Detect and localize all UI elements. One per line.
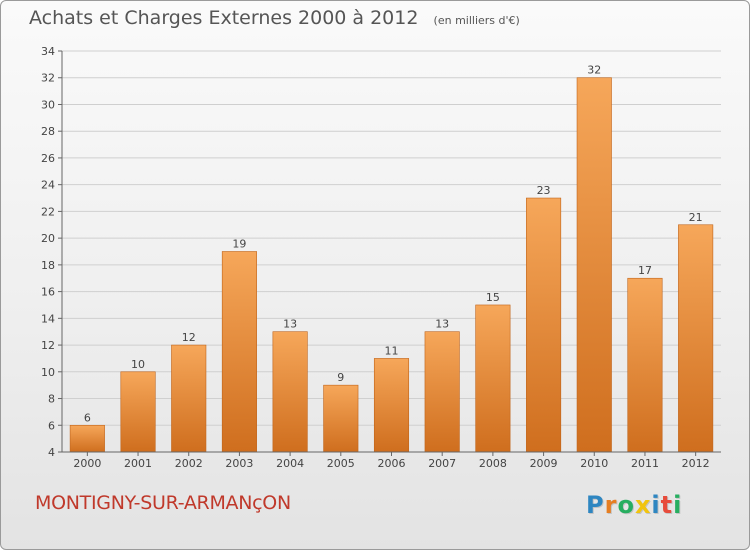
y-tick-label: 14 — [41, 312, 55, 325]
bar-2007[interactable] — [424, 331, 460, 453]
bar-2003[interactable] — [221, 251, 257, 453]
bar-2010[interactable] — [576, 77, 612, 453]
x-tick-label: 2005 — [327, 457, 355, 470]
bar-2006[interactable] — [373, 358, 410, 453]
logo-letter: i — [651, 491, 661, 519]
data-label-2000: 6 — [84, 411, 91, 424]
axes — [58, 50, 721, 456]
x-tick-label: 2001 — [124, 457, 152, 470]
data-label-2010: 32 — [587, 64, 601, 77]
logo-letter: x — [634, 491, 652, 519]
data-label-2008: 15 — [486, 291, 500, 304]
x-tick-label: 2004 — [276, 457, 304, 470]
y-tick-label: 10 — [41, 366, 55, 379]
x-tick-label: 2002 — [175, 457, 203, 470]
logo-letter: i — [673, 491, 683, 519]
proxiti-logo[interactable]: Proxiti — [586, 491, 682, 519]
y-tick-label: 16 — [41, 286, 55, 299]
bar-2012[interactable] — [678, 224, 714, 453]
logo-letter: P — [586, 491, 605, 519]
chart-header: Achats et Charges Externes 2000 à 2012 (… — [29, 7, 520, 29]
x-tick-label: 2006 — [378, 457, 406, 470]
chart-subtitle: (en milliers d'€) — [433, 14, 520, 27]
bar-2005[interactable] — [323, 384, 359, 453]
chart-title: Achats et Charges Externes 2000 à 2012 — [29, 7, 419, 29]
x-tick-label: 2009 — [530, 457, 558, 470]
y-tick-label: 24 — [41, 179, 55, 192]
y-tick-label: 20 — [41, 232, 55, 245]
data-label-2011: 17 — [638, 264, 652, 277]
data-label-2001: 10 — [131, 358, 145, 371]
y-tick-label: 6 — [48, 419, 55, 432]
x-tick-label: 2000 — [73, 457, 101, 470]
y-tick-label: 26 — [41, 152, 55, 165]
bar-2001[interactable] — [120, 371, 156, 453]
data-label-2004: 13 — [283, 318, 297, 331]
x-tick-label: 2011 — [631, 457, 659, 470]
y-tick-label: 32 — [41, 72, 55, 85]
y-tick-label: 22 — [41, 205, 55, 218]
data-label-2006: 11 — [385, 344, 399, 357]
bar-2011[interactable] — [627, 277, 663, 453]
bar-2000[interactable] — [69, 424, 105, 453]
y-tick-label: 8 — [48, 393, 55, 406]
bar-2002[interactable] — [171, 344, 207, 453]
bars — [69, 77, 714, 453]
y-tick-label: 28 — [41, 125, 55, 138]
logo-letter: o — [617, 491, 635, 519]
data-label-2002: 12 — [182, 331, 196, 344]
data-label-2012: 21 — [689, 211, 703, 224]
x-tick-label: 2003 — [225, 457, 253, 470]
y-tick-label: 12 — [41, 339, 55, 352]
data-label-2007: 13 — [435, 318, 449, 331]
x-tick-label: 2012 — [682, 457, 710, 470]
commune-name: MONTIGNY-SUR-ARMANçON — [35, 492, 291, 514]
x-tick-label: 2007 — [428, 457, 456, 470]
data-label-2005: 9 — [337, 371, 344, 384]
y-tick-label: 34 — [41, 45, 55, 58]
bar-2004[interactable] — [272, 331, 308, 453]
x-tick-label: 2010 — [580, 457, 608, 470]
data-label-2003: 19 — [232, 238, 246, 251]
y-tick-label: 4 — [48, 446, 55, 459]
bar-2009[interactable] — [526, 197, 562, 453]
labels: 4 6 8 10 12 14 16 18 20 22 24 26 28 30 32 34 2000 6 2001 10… — [41, 45, 710, 470]
bar-2008[interactable] — [475, 304, 511, 453]
logo-letter: t — [660, 491, 674, 519]
y-tick-label: 18 — [41, 259, 55, 272]
data-label-2009: 23 — [537, 184, 551, 197]
logo-letter: r — [604, 491, 618, 519]
x-tick-label: 2008 — [479, 457, 507, 470]
y-tick-label: 30 — [41, 98, 55, 111]
